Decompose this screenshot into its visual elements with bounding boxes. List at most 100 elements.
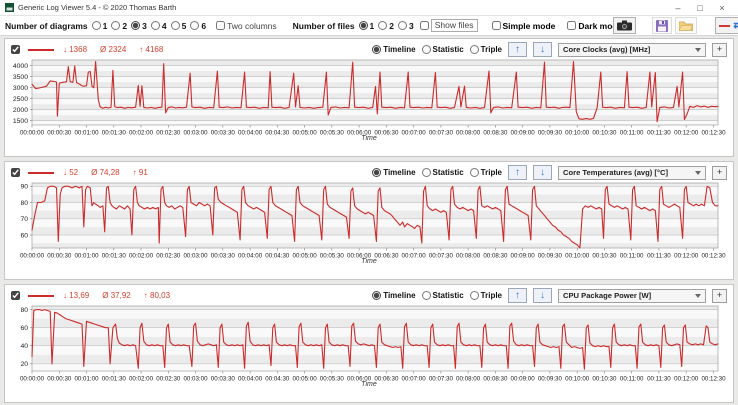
diagrams-radio-4[interactable] bbox=[150, 21, 160, 30]
chart-plot: 20 40 60 80 00:00:00 00:00:30 00:01:00 00:01:30… bbox=[20, 305, 726, 383]
timeline-radio[interactable] bbox=[372, 168, 382, 177]
metric-dropdown-value: Core Temperatures (avg) [°C] bbox=[563, 168, 669, 177]
svg-text:00:09:00: 00:09:00 bbox=[511, 130, 536, 137]
window-title: Generic Log Viewer 5.4 - © 2020 Thomas B… bbox=[18, 3, 177, 12]
svg-text:00:10:00: 00:10:00 bbox=[565, 253, 590, 260]
files-radio-2[interactable] bbox=[378, 21, 388, 30]
svg-text:00:07:00: 00:07:00 bbox=[402, 253, 427, 260]
svg-text:00:10:00: 00:10:00 bbox=[565, 130, 590, 137]
triple-label: Triple bbox=[480, 168, 502, 177]
statistic-radio[interactable] bbox=[421, 291, 431, 300]
svg-text:00:01:30: 00:01:30 bbox=[102, 376, 127, 383]
simple-mode-checkbox[interactable] bbox=[491, 21, 501, 30]
svg-text:00:03:30: 00:03:30 bbox=[211, 376, 236, 383]
svg-text:3000: 3000 bbox=[13, 85, 28, 92]
svg-text:00:06:00: 00:06:00 bbox=[347, 130, 372, 137]
add-metric-button[interactable]: + bbox=[712, 42, 727, 57]
stat-min: ↓ 52 bbox=[63, 168, 79, 177]
files-radio-3-label: 3 bbox=[409, 20, 414, 31]
diagrams-radio-2[interactable] bbox=[111, 21, 121, 30]
svg-text:00:08:30: 00:08:30 bbox=[483, 130, 508, 137]
svg-text:00:12:30: 00:12:30 bbox=[701, 130, 726, 137]
timeline-radio[interactable] bbox=[372, 291, 382, 300]
svg-text:00:00:00: 00:00:00 bbox=[20, 130, 45, 137]
svg-text:00:07:30: 00:07:30 bbox=[429, 376, 454, 383]
series-visible-checkbox[interactable] bbox=[11, 168, 20, 177]
svg-text:00:12:30: 00:12:30 bbox=[701, 253, 726, 260]
stat-min: ↓ 13,69 bbox=[63, 291, 90, 300]
svg-text:00:06:00: 00:06:00 bbox=[347, 253, 372, 260]
svg-text:00:12:00: 00:12:00 bbox=[674, 253, 699, 260]
timeline-label: Timeline bbox=[383, 168, 416, 177]
svg-text:00:02:00: 00:02:00 bbox=[129, 130, 154, 137]
statistic-label: Statistic bbox=[432, 291, 464, 300]
svg-text:70: 70 bbox=[20, 216, 28, 223]
app-icon bbox=[5, 3, 14, 12]
statistic-radio[interactable] bbox=[421, 45, 431, 54]
statistic-label: Statistic bbox=[432, 45, 464, 54]
up-arrow-icon: ↑ bbox=[515, 290, 520, 301]
screenshot-button[interactable] bbox=[613, 17, 637, 34]
svg-text:00:11:30: 00:11:30 bbox=[647, 376, 671, 383]
series-visible-checkbox[interactable] bbox=[11, 45, 20, 54]
files-radio-3[interactable] bbox=[398, 21, 408, 30]
up-arrow-icon: ↑ bbox=[515, 44, 520, 55]
save-button[interactable] bbox=[652, 17, 673, 34]
minimize-button[interactable]: – bbox=[675, 2, 681, 13]
svg-text:00:05:00: 00:05:00 bbox=[293, 253, 318, 260]
triple-radio[interactable] bbox=[469, 291, 479, 300]
svg-text:00:07:30: 00:07:30 bbox=[429, 253, 454, 260]
files-radio-1[interactable] bbox=[358, 21, 368, 30]
show-files-checkbox[interactable] bbox=[419, 21, 429, 30]
svg-text:00:05:30: 00:05:30 bbox=[320, 130, 345, 137]
metric-up-button[interactable]: ↑ bbox=[508, 165, 527, 180]
maximize-button[interactable]: □ bbox=[697, 2, 703, 13]
series-color-line bbox=[28, 48, 54, 51]
open-file-button[interactable] bbox=[675, 17, 698, 34]
svg-text:00:05:00: 00:05:00 bbox=[293, 130, 318, 137]
svg-text:00:05:30: 00:05:30 bbox=[320, 376, 345, 383]
chart-panel-core-clocks: ↓ 1368 Ø 2324 ↑ 4168 Timeline Statistic … bbox=[4, 38, 734, 157]
svg-text:00:11:00: 00:11:00 bbox=[620, 376, 644, 383]
diagrams-radio-1[interactable] bbox=[91, 21, 101, 30]
metric-down-button[interactable]: ↓ bbox=[533, 165, 552, 180]
stat-max: ↑ 80,03 bbox=[143, 291, 171, 300]
svg-text:00:12:00: 00:12:00 bbox=[674, 130, 699, 137]
svg-text:00:03:30: 00:03:30 bbox=[211, 130, 236, 137]
metric-down-button[interactable]: ↓ bbox=[533, 288, 552, 303]
close-button[interactable]: × bbox=[719, 2, 725, 13]
svg-text:90: 90 bbox=[20, 184, 28, 191]
triple-label: Triple bbox=[480, 291, 502, 300]
svg-text:00:08:00: 00:08:00 bbox=[456, 130, 481, 137]
add-metric-button[interactable]: + bbox=[712, 165, 727, 180]
svg-text:00:00:30: 00:00:30 bbox=[47, 376, 72, 383]
triple-radio[interactable] bbox=[469, 45, 479, 54]
metric-dropdown[interactable]: Core Temperatures (avg) [°C] bbox=[558, 165, 706, 180]
metric-dropdown-value: Core Clocks (avg) [MHz] bbox=[563, 45, 651, 54]
dark-mode-checkbox[interactable] bbox=[567, 21, 577, 30]
chart-plot: 60 70 80 90 00:00:00 00:00:30 00:01:00 00:01:30… bbox=[20, 182, 726, 260]
timeline-radio[interactable] bbox=[372, 45, 382, 54]
svg-text:00:09:30: 00:09:30 bbox=[538, 130, 563, 137]
svg-text:40: 40 bbox=[20, 343, 28, 350]
series-visible-checkbox[interactable] bbox=[11, 291, 20, 300]
metric-up-button[interactable]: ↑ bbox=[508, 288, 527, 303]
plus-icon: + bbox=[716, 290, 723, 300]
series-color-line bbox=[28, 171, 54, 174]
svg-text:80: 80 bbox=[20, 200, 28, 207]
metric-up-button[interactable]: ↑ bbox=[508, 42, 527, 57]
diagrams-radio-5[interactable] bbox=[170, 21, 180, 30]
metric-dropdown[interactable]: CPU Package Power [W] bbox=[558, 288, 706, 303]
triple-radio[interactable] bbox=[469, 168, 479, 177]
files-radio-1-label: 1 bbox=[369, 20, 375, 31]
diagrams-radio-6[interactable] bbox=[190, 21, 200, 30]
two-columns-label: Two columns bbox=[227, 20, 277, 31]
two-columns-checkbox[interactable] bbox=[216, 21, 226, 30]
statistic-radio[interactable] bbox=[421, 168, 431, 177]
line-color-refresh-button[interactable]: ⇄ bbox=[715, 17, 738, 34]
diagrams-radio-3[interactable] bbox=[131, 21, 141, 30]
svg-text:00:00:30: 00:00:30 bbox=[47, 130, 72, 137]
metric-down-button[interactable]: ↓ bbox=[533, 42, 552, 57]
add-metric-button[interactable]: + bbox=[712, 288, 727, 303]
metric-dropdown[interactable]: Core Clocks (avg) [MHz] bbox=[558, 42, 706, 57]
